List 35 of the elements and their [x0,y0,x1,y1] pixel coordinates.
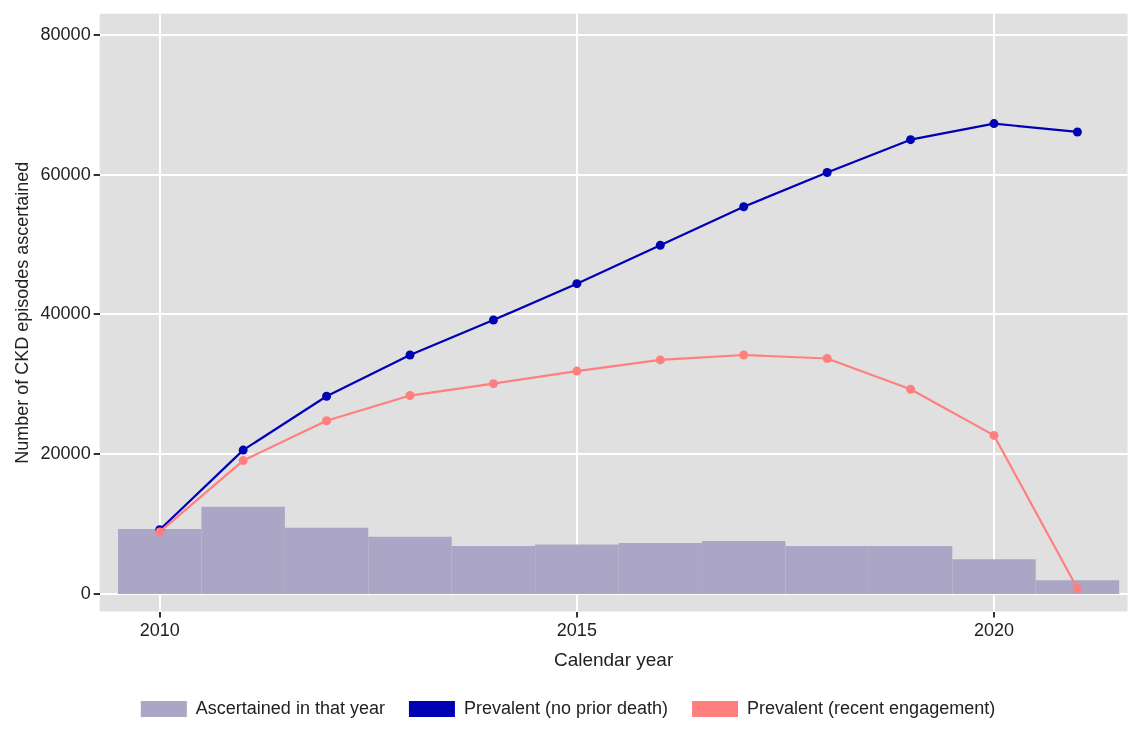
y-axis-title: Number of CKD episodes ascertained [11,161,32,464]
point [906,135,916,145]
y-tick-label: 40000 [40,303,91,324]
point [655,240,665,250]
x-tick-label: 2015 [556,620,597,641]
legend-label: Ascertained in that year [195,697,385,718]
point [405,391,415,401]
x-tick-label: 2020 [973,620,1015,641]
point [989,430,999,440]
point [322,416,332,426]
point [906,384,916,394]
legend-label: Prevalent (recent engagement) [747,697,996,718]
x-axis-title: Calendar year [553,648,674,670]
point [405,350,415,360]
legend-label: Prevalent (no prior death) [463,697,669,718]
point [1072,584,1082,594]
point [739,350,749,360]
point [655,355,665,365]
x-tick-label: 2010 [139,620,180,641]
point [572,366,582,376]
point [238,456,248,466]
point [488,379,498,389]
y-tick-label: 0 [80,583,91,604]
point [1072,127,1082,137]
y-tick-label: 80000 [40,23,91,44]
y-tick-label: 60000 [40,163,91,184]
point [488,315,498,325]
point [322,391,332,401]
point [989,119,999,129]
point [238,445,248,455]
y-tick-label: 20000 [40,443,91,464]
point [572,279,582,289]
point [822,354,832,363]
point [822,168,832,178]
point [739,202,749,212]
